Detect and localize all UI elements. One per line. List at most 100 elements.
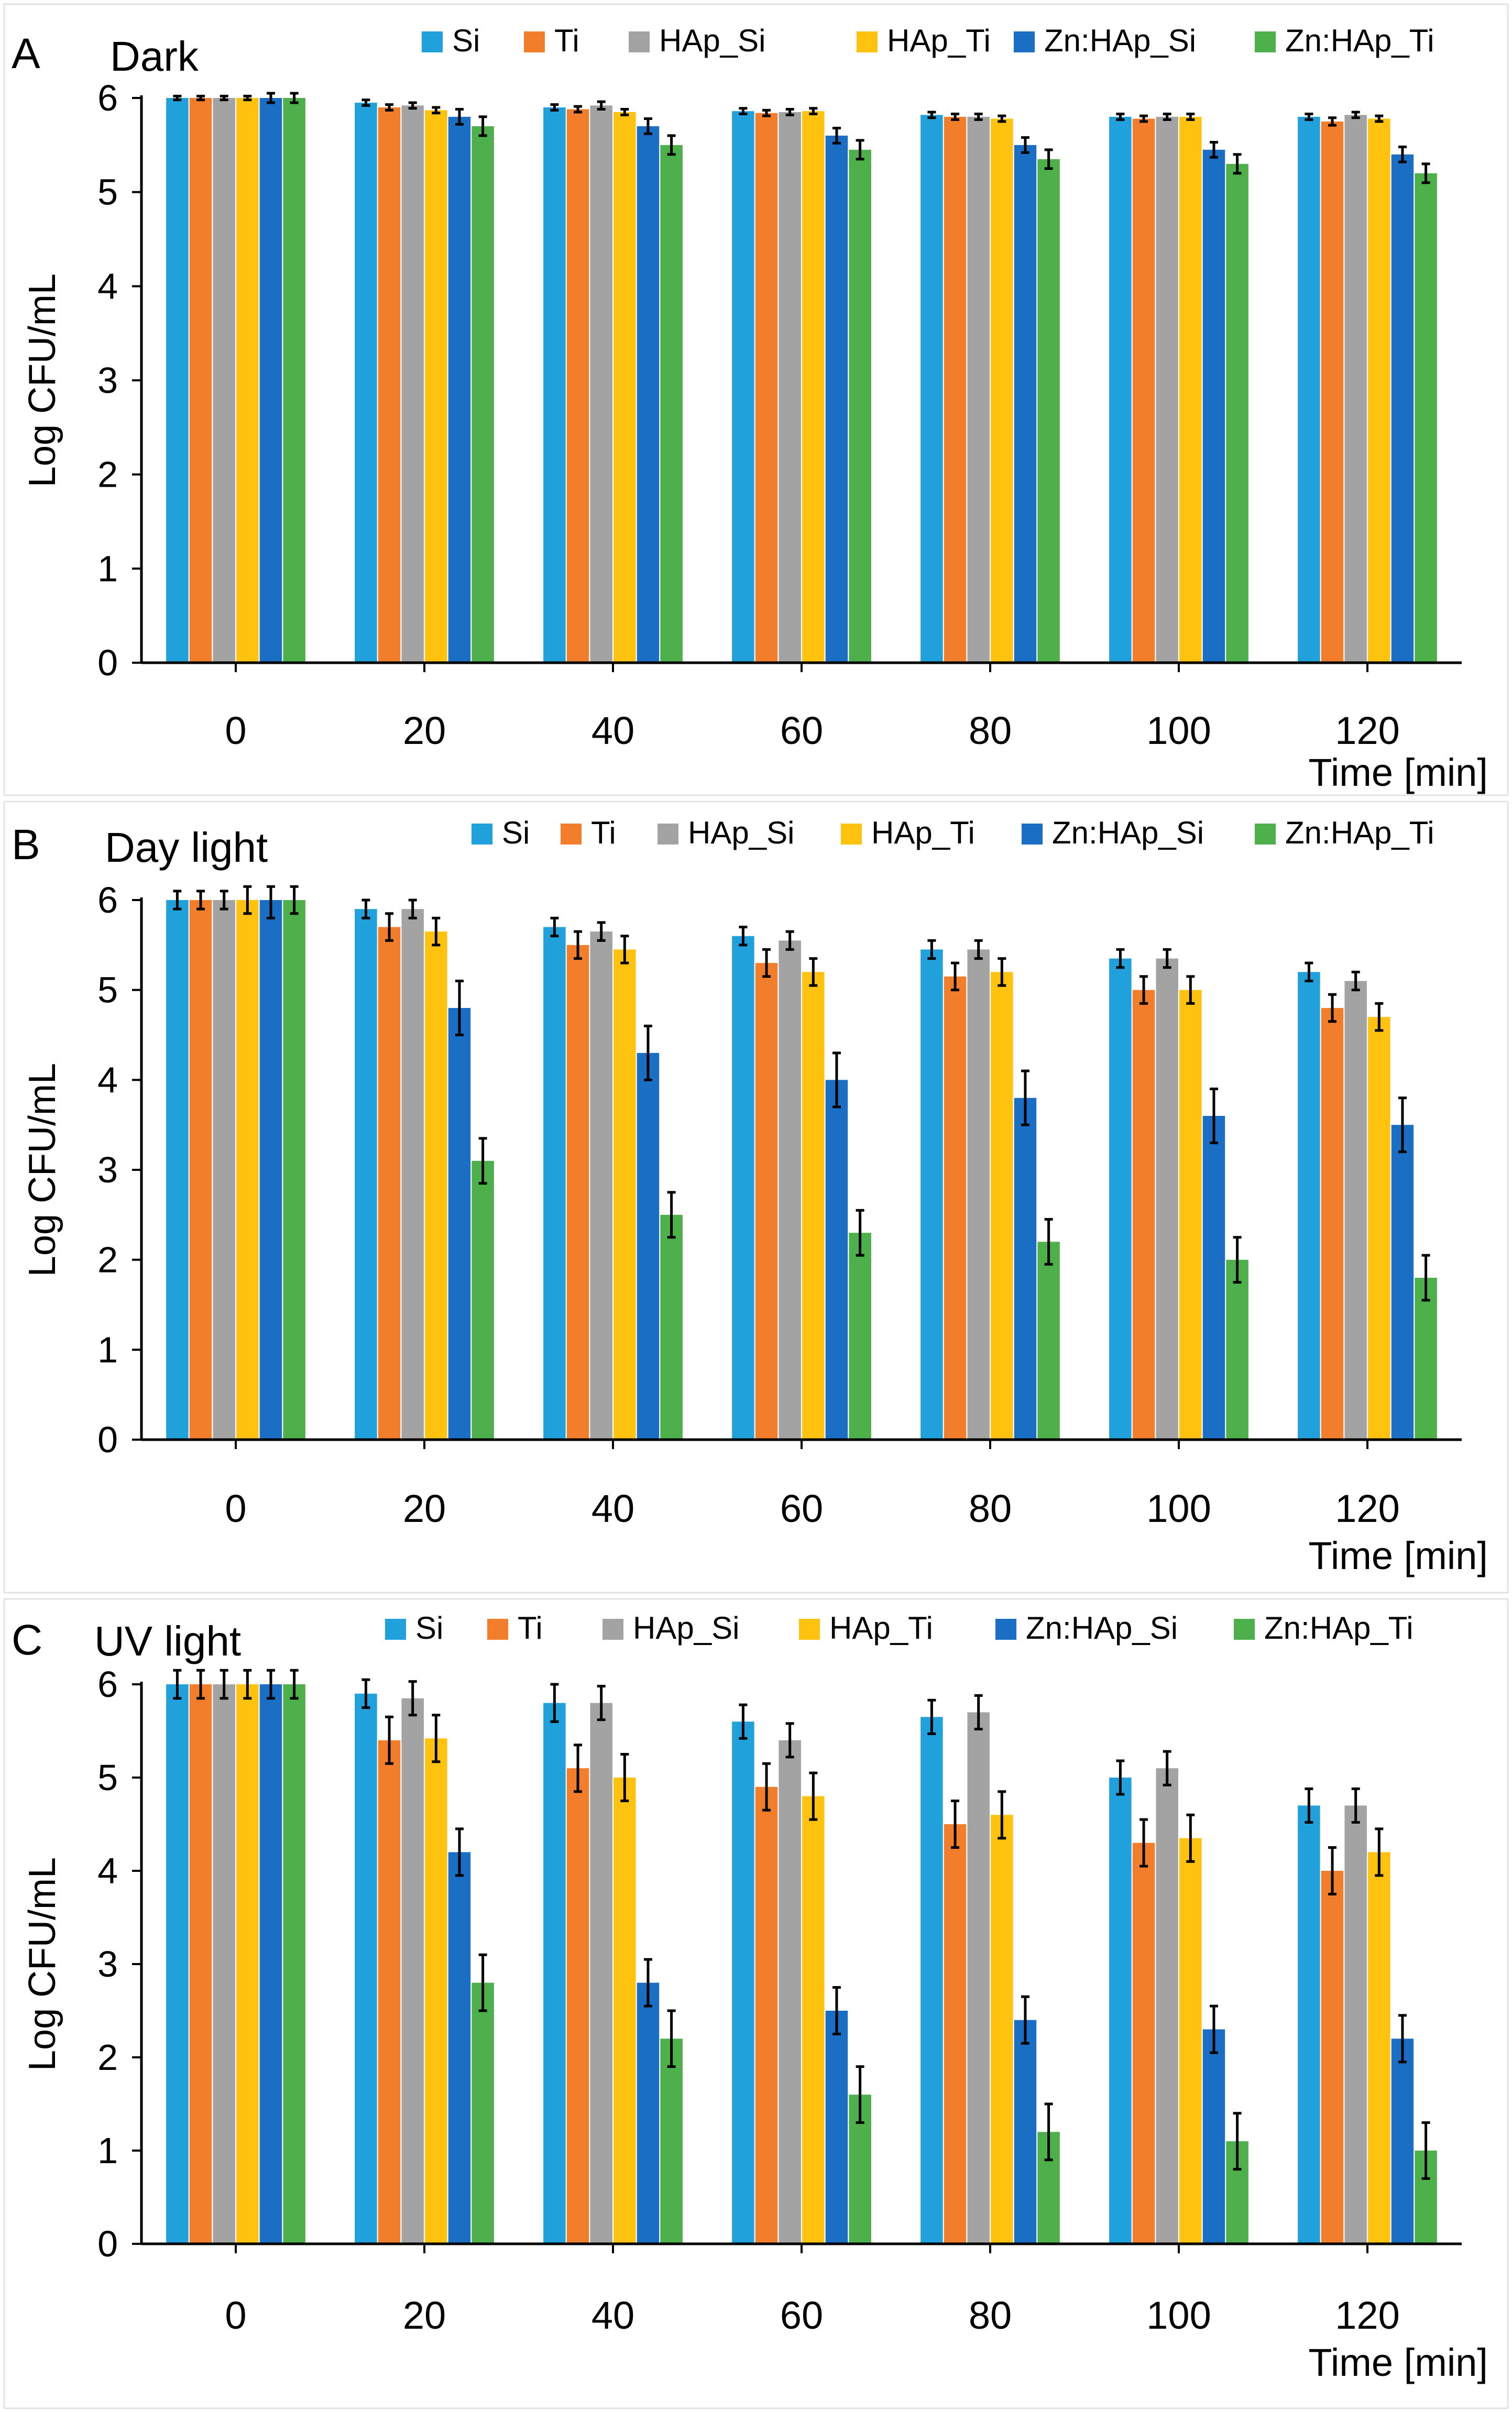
legend-label-hap-ti: HAp_Ti xyxy=(887,23,991,58)
bar-si-t0 xyxy=(166,900,189,1440)
legend-swatch-ti xyxy=(561,824,582,845)
bar-hap-ti-t40 xyxy=(613,1778,636,2244)
y-tick-label: 6 xyxy=(97,78,118,118)
x-tick-label: 0 xyxy=(225,1487,246,1530)
x-tick-label: 20 xyxy=(403,709,446,752)
bar-hap-si-t120 xyxy=(1344,1805,1367,2244)
bar-hap-ti-t80 xyxy=(991,1815,1013,2244)
y-axis-label: Log CFU/mL xyxy=(21,1063,63,1277)
x-tick-label: 20 xyxy=(403,2294,446,2337)
bar-si-t120 xyxy=(1298,116,1320,663)
bar-zn-hap-si-t60 xyxy=(825,135,848,663)
x-tick-label: 100 xyxy=(1146,2294,1211,2337)
legend-swatch-zn-hap-si xyxy=(995,1619,1016,1640)
y-tick-label: 0 xyxy=(97,1419,118,1460)
bar-hap-ti-t120 xyxy=(1368,118,1390,663)
legend-label-hap-si: HAp_Si xyxy=(688,815,794,850)
bar-zn-hap-ti-t40 xyxy=(660,1214,683,1440)
bar-hap-si-t0 xyxy=(213,1684,235,2244)
legend-swatch-hap-ti xyxy=(857,31,878,52)
legend: Si Ti HAp_Si HAp_Ti Zn:HAp_Si Zn:HAp_Ti xyxy=(385,1610,1414,1646)
legend-label-hap-si: HAp_Si xyxy=(659,23,765,58)
y-axis-label: Log CFU/mL xyxy=(21,273,63,487)
bar-si-t40 xyxy=(543,1703,566,2244)
bar-hap-ti-t120 xyxy=(1368,1852,1390,2244)
bar-ti-t120 xyxy=(1321,121,1344,663)
bar-hap-ti-t40 xyxy=(613,949,636,1440)
legend-swatch-si xyxy=(472,824,492,845)
y-tick-label: 2 xyxy=(97,454,118,495)
bar-ti-t80 xyxy=(944,976,967,1440)
bar-si-t20 xyxy=(355,1693,377,2244)
legend-swatch-zn-hap-si xyxy=(1022,824,1043,845)
bar-hap-si-t120 xyxy=(1344,981,1367,1440)
x-axis-label: Time [min] xyxy=(1308,1534,1488,1577)
y-tick-label: 1 xyxy=(97,548,118,589)
bar-ti-t60 xyxy=(755,113,778,663)
bar-zn-hap-si-t40 xyxy=(637,1052,660,1440)
bar-si-t60 xyxy=(732,936,754,1440)
legend-label-ti: Ti xyxy=(518,1610,543,1646)
x-tick-label: 60 xyxy=(780,709,823,752)
bar-hap-ti-t120 xyxy=(1368,1017,1390,1440)
legend-swatch-ti xyxy=(487,1619,508,1640)
bar-zn-hap-si-t40 xyxy=(637,126,660,663)
bar-ti-t120 xyxy=(1321,1008,1344,1440)
x-tick-label: 120 xyxy=(1335,709,1399,752)
bar-zn-hap-si-t120 xyxy=(1391,154,1414,663)
panel-title: Day light xyxy=(105,824,268,871)
bar-hap-ti-t0 xyxy=(236,98,259,663)
bar-hap-si-t20 xyxy=(401,105,424,663)
bar-hap-si-t20 xyxy=(401,1698,424,2244)
x-tick-label: 120 xyxy=(1335,1487,1399,1530)
bar-zn-hap-si-t0 xyxy=(259,1684,282,2244)
bar-zn-hap-si-t120 xyxy=(1391,2038,1414,2244)
y-tick-label: 4 xyxy=(97,1850,118,1891)
legend-swatch-zn-hap-ti xyxy=(1234,1619,1255,1640)
legend: Si Ti HAp_Si HAp_Ti Zn:HAp_Si Zn:HAp_Ti xyxy=(472,815,1434,850)
x-tick-label: 100 xyxy=(1146,1487,1211,1530)
y-tick-label: 5 xyxy=(97,1757,118,1798)
bar-zn-hap-ti-t120 xyxy=(1415,1278,1437,1440)
legend-swatch-zn-hap-ti xyxy=(1255,31,1276,52)
bar-zn-hap-si-t60 xyxy=(825,1080,848,1440)
x-tick-label: 120 xyxy=(1335,2294,1399,2337)
bar-si-t120 xyxy=(1298,972,1320,1440)
panel-frame xyxy=(3,801,1509,1594)
legend-label-zn-hap-si: Zn:HAp_Si xyxy=(1044,23,1196,58)
bar-hap-si-t80 xyxy=(967,949,990,1440)
bar-zn-hap-ti-t0 xyxy=(283,1684,305,2244)
bar-hap-si-t40 xyxy=(590,1703,612,2244)
legend-label-zn-hap-ti: Zn:HAp_Ti xyxy=(1285,23,1434,58)
bar-ti-t60 xyxy=(755,1786,778,2244)
bar-si-t100 xyxy=(1109,1778,1132,2244)
bar-si-t80 xyxy=(921,949,943,1440)
bar-zn-hap-si-t80 xyxy=(1014,145,1037,663)
bar-ti-t40 xyxy=(566,109,589,663)
bar-hap-si-t60 xyxy=(779,1740,801,2244)
x-tick-label: 40 xyxy=(591,2294,634,2337)
bar-zn-hap-si-t0 xyxy=(259,900,282,1440)
y-axis-label: Log CFU/mL xyxy=(21,1857,63,2071)
legend-label-si: Si xyxy=(452,23,480,58)
x-tick-label: 40 xyxy=(591,1487,634,1530)
bar-zn-hap-ti-t20 xyxy=(472,1982,494,2244)
bar-zn-hap-si-t20 xyxy=(448,116,471,663)
bar-hap-si-t0 xyxy=(213,900,235,1440)
panel-title: UV light xyxy=(94,1618,241,1664)
bar-zn-hap-si-t100 xyxy=(1202,1116,1225,1440)
bar-ti-t40 xyxy=(566,945,589,1440)
bar-ti-t40 xyxy=(566,1768,589,2244)
panel-letter: B xyxy=(12,821,40,869)
bar-si-t0 xyxy=(166,1684,189,2244)
y-tick-label: 3 xyxy=(97,360,118,401)
panel-uv-light: C UV light Si Ti HAp_Si HAp_Ti Zn:HAp_Si Zn:HAp… xyxy=(3,1598,1509,2409)
y-tick-label: 1 xyxy=(97,2130,118,2171)
legend-swatch-hap-ti xyxy=(841,824,862,845)
bar-hap-ti-t20 xyxy=(425,110,447,663)
bar-zn-hap-si-t100 xyxy=(1202,149,1225,663)
bar-hap-ti-t80 xyxy=(991,972,1013,1440)
bar-hap-ti-t60 xyxy=(802,972,825,1440)
panel-title: Dark xyxy=(110,33,199,80)
